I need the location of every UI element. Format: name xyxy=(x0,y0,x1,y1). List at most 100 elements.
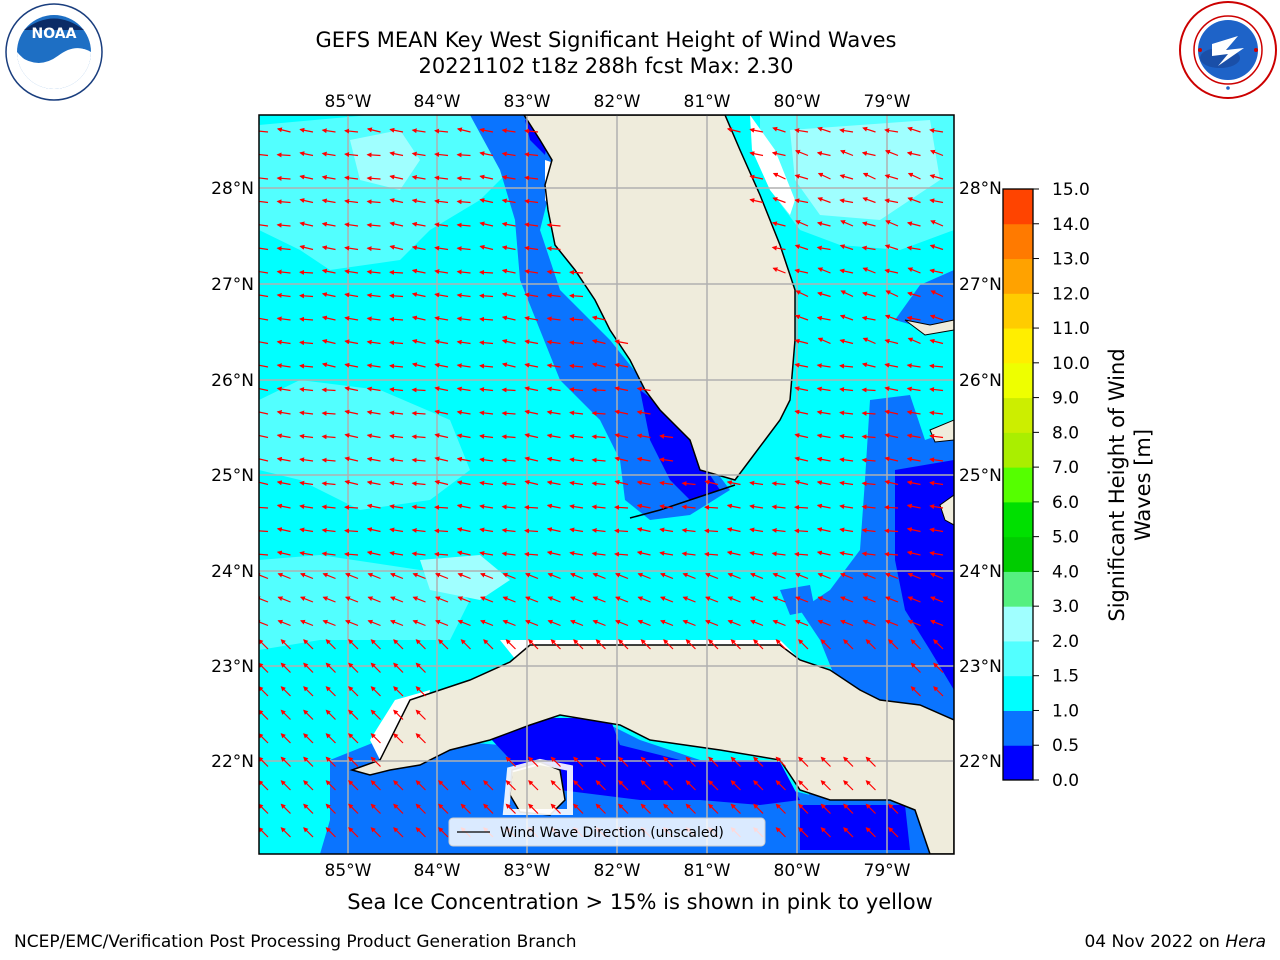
wind-arrow xyxy=(389,340,404,346)
wind-arrow xyxy=(839,268,854,274)
wind-arrow xyxy=(348,756,359,767)
wind-arrow xyxy=(456,152,471,158)
wind-arrow xyxy=(370,803,381,814)
wind-arrow xyxy=(501,362,516,368)
wind-arrow xyxy=(524,528,539,534)
wind-arrow xyxy=(591,551,606,557)
wind-arrow xyxy=(524,572,539,580)
wind-arrow xyxy=(438,803,449,814)
wind-arrow xyxy=(344,619,359,627)
wind-arrow xyxy=(483,780,494,791)
wind-arrow xyxy=(910,662,921,673)
svg-text:NOAA: NOAA xyxy=(32,26,77,42)
wind-arrow xyxy=(794,409,809,415)
wind-arrow xyxy=(434,152,449,157)
wind-arrow xyxy=(816,480,831,486)
wind-arrow xyxy=(906,527,921,533)
wind-arrow xyxy=(753,756,764,767)
wind-arrow xyxy=(321,551,336,557)
wind-arrow xyxy=(861,504,876,510)
wind-arrow xyxy=(366,503,381,509)
wind-arrow xyxy=(727,596,741,603)
lon-tick-top: 84°W xyxy=(414,92,461,112)
wind-arrow xyxy=(276,386,291,392)
wind-arrow xyxy=(888,827,899,838)
colorbar-tick-label: 14.0 xyxy=(1052,215,1090,235)
wind-arrow xyxy=(884,596,899,603)
wind-arrow xyxy=(479,504,494,510)
wind-arrow xyxy=(573,639,584,650)
wind-arrow xyxy=(906,480,921,486)
wind-arrow xyxy=(591,362,606,368)
wind-arrow xyxy=(546,480,561,486)
wind-arrow xyxy=(434,572,449,580)
wind-arrow xyxy=(592,572,606,580)
wind-arrow xyxy=(411,362,426,368)
wind-arrow xyxy=(771,151,786,157)
colorbar-frame xyxy=(1002,188,1034,781)
wind-arrow xyxy=(276,550,291,556)
wind-arrow xyxy=(929,480,944,486)
wind-arrow xyxy=(865,756,876,767)
wind-arrow xyxy=(884,338,899,345)
wind-arrow xyxy=(843,780,854,791)
wind-arrow xyxy=(861,387,876,393)
wind-arrow xyxy=(299,572,314,580)
wind-arrow xyxy=(726,550,741,556)
wind-arrow xyxy=(434,222,449,228)
wind-arrow xyxy=(794,362,809,368)
wind-arrow xyxy=(795,220,809,227)
wind-arrow xyxy=(861,481,876,487)
wind-arrow xyxy=(524,245,539,251)
wind-arrow xyxy=(434,292,449,298)
wind-arrow xyxy=(681,527,696,533)
wind-arrow xyxy=(259,827,269,838)
wind-arrow xyxy=(325,686,336,697)
wind-arrow xyxy=(929,596,944,603)
wind-arrow xyxy=(591,338,606,345)
wind-arrow xyxy=(663,803,674,814)
wind-arrow xyxy=(259,433,269,439)
wind-arrow xyxy=(277,572,291,580)
wind-arrow xyxy=(771,245,786,251)
wind-arrow xyxy=(389,619,404,627)
wind-arrow xyxy=(775,803,786,814)
colorbar-segment xyxy=(1003,362,1033,399)
wind-arrow xyxy=(591,504,606,510)
wind-arrow xyxy=(682,572,696,580)
wind-arrow xyxy=(366,410,381,415)
wind-arrow xyxy=(906,503,921,509)
wind-arrow xyxy=(772,172,786,180)
wind-arrow xyxy=(772,619,786,627)
colorbar-segment xyxy=(1003,710,1033,746)
wind-arrow xyxy=(411,128,426,134)
wind-arrow xyxy=(303,686,314,697)
wind-arrow xyxy=(862,172,876,180)
wind-arrow xyxy=(389,572,404,580)
wind-arrow xyxy=(884,433,899,439)
colorbar-segment xyxy=(1003,571,1033,607)
wind-arrow xyxy=(640,780,651,791)
wind-arrow xyxy=(592,619,606,627)
wind-arrow xyxy=(366,152,381,158)
wind-arrow xyxy=(456,222,471,228)
wind-arrow xyxy=(434,504,449,510)
wind-arrow xyxy=(817,619,831,627)
wind-arrow xyxy=(299,480,314,486)
wind-arrow xyxy=(749,572,764,580)
wind-arrow xyxy=(929,174,944,180)
wind-arrow xyxy=(277,596,291,603)
wind-arrow xyxy=(299,457,314,463)
lat-tick-left: 24°N xyxy=(211,562,254,582)
wind-arrow xyxy=(325,733,336,744)
lon-tick-top: 83°W xyxy=(504,92,551,112)
colorbar-tick-label: 10.0 xyxy=(1052,354,1090,374)
wind-arrow xyxy=(817,197,831,204)
wind-arrow xyxy=(389,127,404,133)
wind-arrow xyxy=(929,268,944,274)
wind-arrow xyxy=(843,827,854,838)
wind-arrow xyxy=(321,362,336,368)
wind-arrow xyxy=(434,315,449,321)
wind-arrow xyxy=(618,780,629,791)
wind-arrow xyxy=(366,550,381,556)
